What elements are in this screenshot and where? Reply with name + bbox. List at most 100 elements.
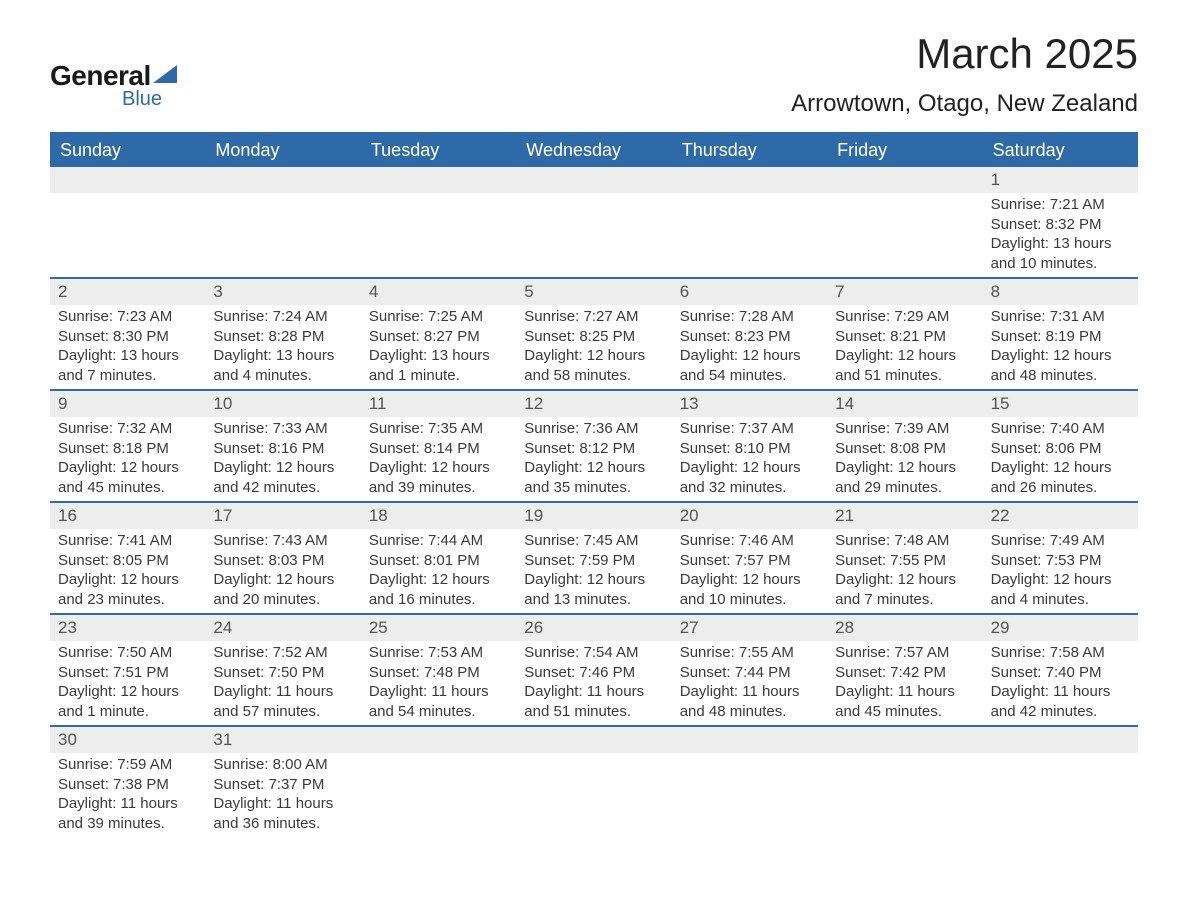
day-number: 14: [827, 391, 982, 417]
day-cell-empty: [516, 167, 671, 277]
day-cell-7: 7Sunrise: 7:29 AMSunset: 8:21 PMDaylight…: [827, 279, 982, 389]
sunrise: Sunrise: 7:55 AM: [680, 643, 819, 663]
sunset: Sunset: 8:12 PM: [524, 439, 663, 459]
sunset: Sunset: 8:23 PM: [680, 327, 819, 347]
day-body: [516, 193, 671, 199]
day-cell-26: 26Sunrise: 7:54 AMSunset: 7:46 PMDayligh…: [516, 615, 671, 725]
sunset: Sunset: 8:30 PM: [58, 327, 197, 347]
week-row: 30Sunrise: 7:59 AMSunset: 7:38 PMDayligh…: [50, 725, 1138, 837]
sunrise: Sunrise: 7:59 AM: [58, 755, 197, 775]
daylight: Daylight: 12 hours and 7 minutes.: [835, 570, 974, 609]
day-body: [205, 193, 360, 199]
day-cell-empty: [827, 167, 982, 277]
sunrise: Sunrise: 7:58 AM: [991, 643, 1130, 663]
day-body: Sunrise: 7:33 AMSunset: 8:16 PMDaylight:…: [205, 417, 360, 501]
day-cell-empty: [672, 727, 827, 837]
header: General Blue March 2025 Arrowtown, Otago…: [50, 30, 1138, 118]
sunset: Sunset: 8:08 PM: [835, 439, 974, 459]
sunset: Sunset: 8:27 PM: [369, 327, 508, 347]
daylight: Daylight: 11 hours and 51 minutes.: [524, 682, 663, 721]
day-cell-empty: [361, 167, 516, 277]
day-number: [361, 167, 516, 193]
sunset: Sunset: 8:28 PM: [213, 327, 352, 347]
sunrise: Sunrise: 7:25 AM: [369, 307, 508, 327]
sunrise: Sunrise: 7:28 AM: [680, 307, 819, 327]
day-cell-28: 28Sunrise: 7:57 AMSunset: 7:42 PMDayligh…: [827, 615, 982, 725]
sunset: Sunset: 7:40 PM: [991, 663, 1130, 683]
month-title: March 2025: [791, 30, 1138, 78]
sunrise: Sunrise: 7:31 AM: [991, 307, 1130, 327]
day-number: 8: [983, 279, 1138, 305]
daylight: Daylight: 13 hours and 10 minutes.: [991, 234, 1130, 273]
sunrise: Sunrise: 7:33 AM: [213, 419, 352, 439]
week-row: 1Sunrise: 7:21 AMSunset: 8:32 PMDaylight…: [50, 167, 1138, 277]
sunrise: Sunrise: 7:37 AM: [680, 419, 819, 439]
day-body: Sunrise: 7:59 AMSunset: 7:38 PMDaylight:…: [50, 753, 205, 837]
title-block: March 2025 Arrowtown, Otago, New Zealand: [791, 30, 1138, 118]
day-body: [516, 753, 671, 759]
day-number: 12: [516, 391, 671, 417]
day-cell-23: 23Sunrise: 7:50 AMSunset: 7:51 PMDayligh…: [50, 615, 205, 725]
day-body: [827, 193, 982, 199]
sunrise: Sunrise: 7:27 AM: [524, 307, 663, 327]
daylight: Daylight: 12 hours and 48 minutes.: [991, 346, 1130, 385]
daylight: Daylight: 12 hours and 13 minutes.: [524, 570, 663, 609]
sunrise: Sunrise: 7:32 AM: [58, 419, 197, 439]
daylight: Daylight: 12 hours and 29 minutes.: [835, 458, 974, 497]
day-body: Sunrise: 7:45 AMSunset: 7:59 PMDaylight:…: [516, 529, 671, 613]
weeks-container: 1Sunrise: 7:21 AMSunset: 8:32 PMDaylight…: [50, 167, 1138, 837]
day-number: 19: [516, 503, 671, 529]
day-number: 21: [827, 503, 982, 529]
day-number: 26: [516, 615, 671, 641]
day-number: 23: [50, 615, 205, 641]
sunrise: Sunrise: 7:29 AM: [835, 307, 974, 327]
sunrise: Sunrise: 7:40 AM: [991, 419, 1130, 439]
week-row: 9Sunrise: 7:32 AMSunset: 8:18 PMDaylight…: [50, 389, 1138, 501]
day-number: 27: [672, 615, 827, 641]
day-body: Sunrise: 7:29 AMSunset: 8:21 PMDaylight:…: [827, 305, 982, 389]
day-number: 6: [672, 279, 827, 305]
daylight: Daylight: 12 hours and 32 minutes.: [680, 458, 819, 497]
day-cell-30: 30Sunrise: 7:59 AMSunset: 7:38 PMDayligh…: [50, 727, 205, 837]
day-number: [983, 727, 1138, 753]
sunset: Sunset: 7:55 PM: [835, 551, 974, 571]
day-body: Sunrise: 7:36 AMSunset: 8:12 PMDaylight:…: [516, 417, 671, 501]
dow-friday: Friday: [827, 134, 982, 167]
sunset: Sunset: 8:32 PM: [991, 215, 1130, 235]
week-row: 16Sunrise: 7:41 AMSunset: 8:05 PMDayligh…: [50, 501, 1138, 613]
day-cell-5: 5Sunrise: 7:27 AMSunset: 8:25 PMDaylight…: [516, 279, 671, 389]
sunset: Sunset: 8:06 PM: [991, 439, 1130, 459]
sunrise: Sunrise: 7:57 AM: [835, 643, 974, 663]
daylight: Daylight: 11 hours and 36 minutes.: [213, 794, 352, 833]
day-body: [672, 753, 827, 759]
day-cell-empty: [50, 167, 205, 277]
day-cell-17: 17Sunrise: 7:43 AMSunset: 8:03 PMDayligh…: [205, 503, 360, 613]
day-body: Sunrise: 7:40 AMSunset: 8:06 PMDaylight:…: [983, 417, 1138, 501]
sunrise: Sunrise: 7:52 AM: [213, 643, 352, 663]
sunset: Sunset: 8:10 PM: [680, 439, 819, 459]
day-number: 18: [361, 503, 516, 529]
day-body: [827, 753, 982, 759]
daylight: Daylight: 12 hours and 16 minutes.: [369, 570, 508, 609]
day-cell-13: 13Sunrise: 7:37 AMSunset: 8:10 PMDayligh…: [672, 391, 827, 501]
day-number: [50, 167, 205, 193]
daylight: Daylight: 12 hours and 1 minute.: [58, 682, 197, 721]
sunrise: Sunrise: 7:39 AM: [835, 419, 974, 439]
location: Arrowtown, Otago, New Zealand: [791, 90, 1138, 118]
daylight: Daylight: 11 hours and 54 minutes.: [369, 682, 508, 721]
daylight: Daylight: 12 hours and 51 minutes.: [835, 346, 974, 385]
day-cell-empty: [672, 167, 827, 277]
day-cell-8: 8Sunrise: 7:31 AMSunset: 8:19 PMDaylight…: [983, 279, 1138, 389]
sunrise: Sunrise: 7:43 AM: [213, 531, 352, 551]
sunset: Sunset: 7:51 PM: [58, 663, 197, 683]
sunrise: Sunrise: 7:41 AM: [58, 531, 197, 551]
day-body: Sunrise: 7:37 AMSunset: 8:10 PMDaylight:…: [672, 417, 827, 501]
day-number: 5: [516, 279, 671, 305]
day-body: Sunrise: 7:44 AMSunset: 8:01 PMDaylight:…: [361, 529, 516, 613]
day-number: 24: [205, 615, 360, 641]
day-number: 29: [983, 615, 1138, 641]
day-cell-24: 24Sunrise: 7:52 AMSunset: 7:50 PMDayligh…: [205, 615, 360, 725]
day-cell-3: 3Sunrise: 7:24 AMSunset: 8:28 PMDaylight…: [205, 279, 360, 389]
day-body: [50, 193, 205, 199]
day-body: Sunrise: 7:39 AMSunset: 8:08 PMDaylight:…: [827, 417, 982, 501]
